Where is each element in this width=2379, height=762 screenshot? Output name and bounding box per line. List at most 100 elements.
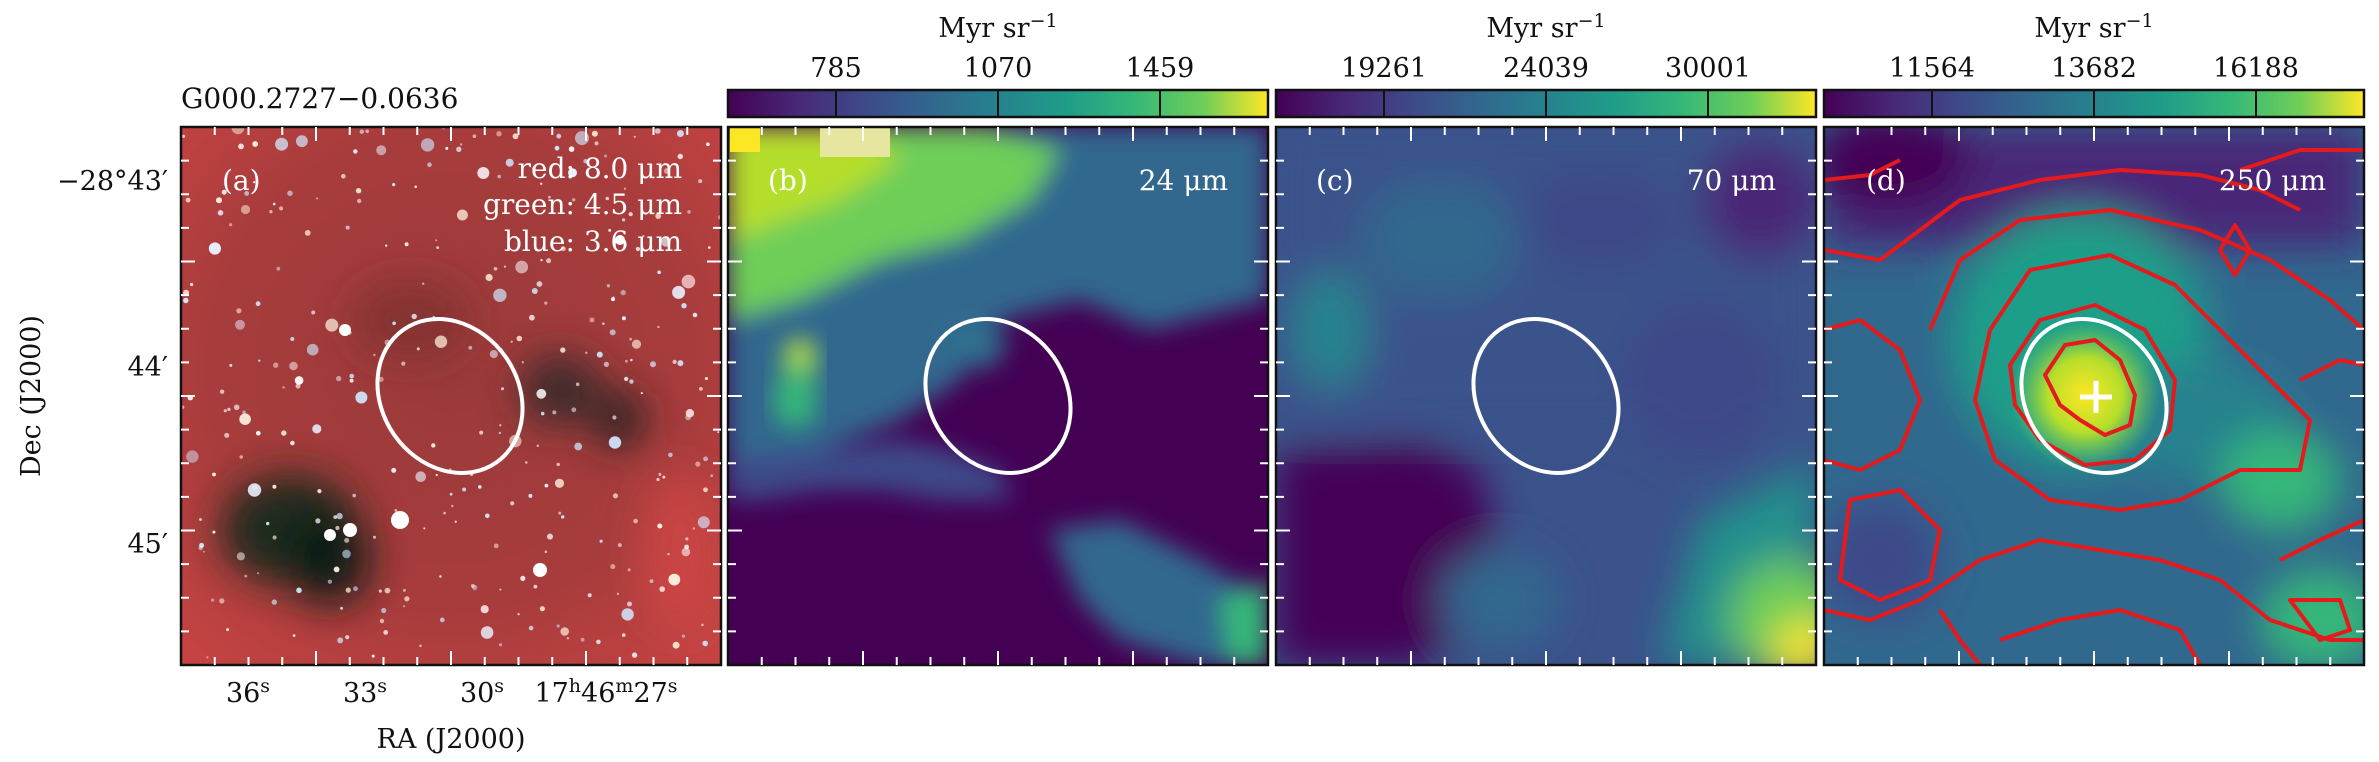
star — [659, 586, 665, 592]
star — [236, 552, 245, 561]
star — [616, 592, 620, 596]
star — [401, 361, 406, 366]
star — [391, 467, 397, 473]
star — [352, 493, 357, 498]
colorbar-d-tick-2: 13682 — [2051, 53, 2137, 84]
star — [596, 639, 601, 645]
star — [359, 129, 364, 134]
colorbar-b-tick-3: 1459 — [1126, 53, 1195, 84]
star — [345, 225, 350, 230]
star — [206, 656, 209, 659]
star — [373, 353, 376, 357]
star — [629, 337, 632, 341]
star — [628, 212, 633, 217]
colorbar-d-unit: Myr sr−1 — [2034, 10, 2153, 44]
star — [547, 533, 553, 540]
panel-a-label: (a) — [222, 164, 261, 197]
star — [385, 244, 388, 247]
star — [554, 145, 560, 151]
star — [485, 273, 493, 282]
star — [327, 579, 332, 584]
star — [560, 347, 566, 353]
star — [289, 361, 298, 371]
star — [624, 376, 629, 382]
star — [692, 527, 696, 530]
star — [531, 288, 538, 294]
star — [290, 440, 295, 446]
x-axis-label: RA (J2000) — [376, 724, 525, 755]
star — [529, 314, 535, 321]
star — [554, 478, 565, 488]
star — [315, 518, 321, 524]
ra-tick-36s: 36s — [226, 675, 270, 709]
star — [701, 623, 704, 627]
star — [631, 652, 638, 658]
star — [379, 618, 385, 624]
star — [677, 153, 683, 160]
star — [276, 266, 281, 271]
dec-tick-43: −28°43′ — [57, 166, 168, 197]
rgb-legend-blue: blue: 3.6 μm — [504, 225, 682, 258]
colorbar-c-tick-3: 30001 — [1665, 53, 1751, 84]
star — [355, 188, 362, 194]
star — [198, 545, 203, 551]
colorbar-b-tick-2: 1070 — [964, 53, 1033, 84]
star — [625, 359, 628, 363]
star — [496, 131, 502, 137]
star — [272, 202, 276, 206]
star — [640, 392, 643, 395]
ra-tick-30s: 30s — [460, 675, 504, 709]
star — [655, 213, 662, 220]
star — [296, 135, 308, 148]
star — [420, 138, 435, 152]
star — [661, 237, 671, 247]
star — [445, 146, 449, 150]
star — [282, 386, 285, 389]
star — [528, 493, 533, 498]
star — [342, 549, 351, 559]
star — [312, 424, 322, 434]
star — [477, 167, 490, 179]
star — [443, 511, 446, 515]
star — [349, 373, 355, 379]
star — [212, 530, 216, 534]
star — [575, 382, 580, 387]
star — [411, 313, 417, 320]
panel-d-250um — [1824, 127, 2364, 665]
star — [216, 197, 222, 204]
star — [556, 462, 560, 467]
star — [703, 456, 708, 462]
star — [419, 644, 422, 648]
star — [702, 640, 708, 647]
bright-star — [615, 235, 625, 245]
star — [627, 568, 631, 572]
star — [212, 472, 216, 477]
star — [431, 443, 436, 448]
star — [710, 474, 713, 478]
star — [493, 267, 498, 271]
colorbar-b — [726, 88, 1270, 119]
star — [536, 388, 547, 399]
star — [416, 347, 420, 351]
star — [333, 515, 338, 519]
ra-tick-27s: 17h46m27s — [534, 675, 677, 709]
colorbar-c-tick-2: 24039 — [1503, 53, 1589, 84]
star — [587, 593, 592, 598]
star — [695, 461, 701, 467]
star — [510, 501, 515, 506]
star — [677, 360, 684, 367]
star — [269, 210, 273, 214]
star — [657, 325, 660, 329]
star — [540, 182, 543, 185]
star — [478, 485, 482, 489]
star — [676, 130, 684, 137]
star — [520, 575, 526, 582]
star — [219, 598, 225, 604]
star — [333, 566, 340, 573]
star — [479, 430, 484, 435]
star — [703, 487, 708, 493]
star — [685, 537, 689, 541]
bright-star — [324, 529, 336, 541]
colorbar-b-tick-1: 785 — [810, 53, 862, 84]
star — [273, 362, 279, 368]
